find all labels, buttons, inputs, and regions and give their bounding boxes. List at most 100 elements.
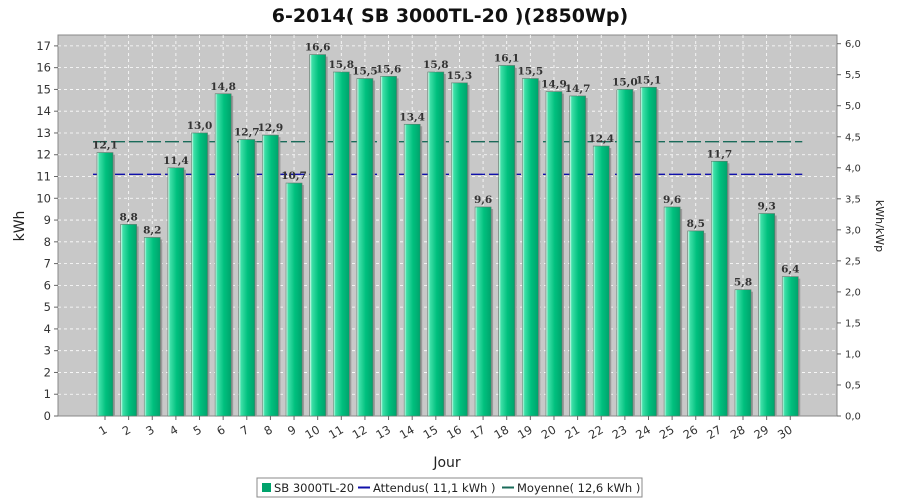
x-tick-label: 25: [657, 422, 677, 441]
bar: [616, 89, 634, 417]
data-label: 12,9: [258, 122, 284, 134]
x-axis-ticks: 1 2 3 4 5 6 7 8 9 10 11 12 13 14 15 16 17 18 19 20 21 22 23 24 2…: [96, 416, 795, 442]
y-tick-label: 3: [44, 344, 51, 358]
x-tick-label: 4: [167, 422, 180, 438]
bar: [663, 206, 681, 417]
y-tick-label: 8: [44, 235, 51, 249]
x-tick-label: 27: [704, 422, 724, 441]
bar: [711, 160, 728, 417]
bars: [96, 54, 801, 417]
data-label: 12,7: [234, 127, 260, 139]
x-tick-label: 1: [96, 422, 109, 438]
x-tick-label: 11: [326, 422, 346, 441]
x-tick-label: 5: [191, 422, 204, 438]
bar: [569, 95, 586, 417]
y-tick-label: 7: [44, 257, 51, 271]
y-tick-label: 0: [44, 409, 51, 423]
bar: [332, 71, 350, 417]
legend-label-attendus: Attendus( 11,1 kWh ): [373, 481, 496, 495]
bar: [285, 182, 303, 417]
bar: [758, 213, 775, 417]
data-label: 16,1: [494, 52, 520, 64]
data-label: 15,0: [612, 76, 638, 88]
x-tick-label: 14: [397, 422, 417, 441]
bar: [356, 78, 374, 417]
data-label: 15,1: [636, 74, 662, 86]
data-label: 15,6: [376, 63, 402, 75]
y2-tick-label: 2,5: [845, 256, 861, 267]
x-tick-label: 21: [562, 422, 582, 441]
y-tick-label: 15: [36, 82, 51, 96]
chart-title: 6-2014( SB 3000TL-20 )(2850Wp): [272, 5, 628, 27]
bar: [451, 82, 468, 417]
x-tick-label: 7: [238, 422, 251, 438]
x-tick-label: 8: [262, 422, 275, 438]
x-tick-label: 19: [515, 422, 535, 441]
y-tick-label: 12: [36, 148, 51, 162]
bar: [143, 237, 161, 417]
data-label: 15,5: [352, 66, 378, 78]
y2-tick-label: 4,0: [845, 163, 861, 174]
legend-label-bars: SB 3000TL-20: [274, 481, 354, 495]
y-tick-label: 10: [36, 191, 51, 205]
bar: [522, 78, 539, 417]
data-label: 9,3: [757, 201, 775, 213]
y2-tick-label: 3,5: [845, 194, 861, 205]
x-tick-label: 13: [373, 422, 393, 441]
bar: [238, 139, 256, 417]
y2-tick-label: 0,5: [845, 380, 861, 391]
bar: [120, 224, 137, 417]
y-tick-label: 17: [36, 39, 51, 53]
y-tick-label: 6: [44, 278, 51, 292]
y-tick-label: 2: [44, 365, 51, 379]
legend-label-moyenne: Moyenne( 12,6 kWh ): [517, 481, 640, 495]
x-axis-label: Jour: [432, 455, 461, 471]
data-label: 15,3: [447, 70, 473, 82]
y-axis-label: kWh: [12, 211, 28, 242]
bar: [380, 76, 397, 417]
reference-lines: [93, 141, 803, 175]
data-label: 12,1: [92, 140, 118, 152]
x-tick-label: 17: [468, 422, 488, 441]
y-tick-label: 9: [44, 213, 51, 227]
data-label: 14,9: [541, 79, 567, 91]
bar: [640, 86, 657, 417]
data-label: 5,8: [734, 277, 752, 289]
y-tick-label: 13: [36, 126, 51, 140]
x-tick-label: 22: [586, 422, 606, 441]
y2-tick-label: 3,0: [845, 225, 861, 236]
bar: [734, 289, 752, 417]
bar: [687, 230, 705, 417]
bar: [96, 152, 114, 417]
bar: [592, 145, 610, 417]
data-label: 14,8: [210, 81, 236, 93]
data-label: 13,0: [187, 120, 213, 132]
y-tick-label: 5: [44, 300, 51, 314]
y-tick-label: 1: [44, 387, 51, 401]
x-tick-label: 20: [539, 422, 559, 441]
x-tick-label: 24: [633, 422, 653, 441]
bar: [309, 54, 326, 417]
y2-tick-label: 5,5: [845, 70, 861, 81]
y-tick-label: 4: [44, 322, 51, 336]
y2-tick-label: 6,0: [845, 39, 861, 50]
y2-tick-label: 1,0: [845, 349, 861, 360]
x-tick-label: 10: [302, 422, 322, 441]
bar: [545, 91, 563, 417]
data-label: 13,4: [399, 111, 425, 123]
x-tick-label: 28: [728, 422, 748, 441]
x-tick-label: 3: [143, 422, 156, 438]
data-label: 8,8: [119, 211, 137, 223]
legend: SB 3000TL-20 Attendus( 11,1 kWh ) Moyenn…: [256, 477, 643, 498]
data-label: 9,6: [474, 194, 492, 206]
y2-tick-label: 1,5: [845, 318, 861, 329]
x-tick-label: 30: [775, 422, 795, 441]
x-tick-label: 15: [421, 422, 441, 441]
data-label: 15,8: [329, 59, 355, 71]
y2-axis-ticks: 0,0 0,5 1,0 1,5 2,0 2,5 3,0 3,5 4,0 4,5 5,0 5,5 6,0: [837, 39, 861, 423]
y-tick-label: 16: [36, 61, 51, 75]
data-label: 12,4: [588, 133, 614, 145]
legend-swatch-bars: [262, 483, 271, 492]
